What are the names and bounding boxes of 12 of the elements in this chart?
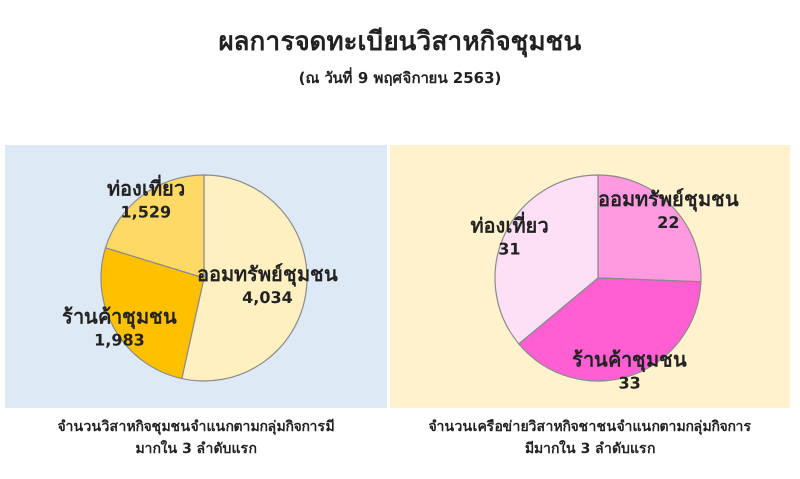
slice-label: ออมทรัพย์ชุมชน: [196, 262, 338, 287]
slice-label: ออมทรัพย์ชุมชน: [598, 187, 739, 212]
data-label: 1,529: [120, 202, 172, 222]
data-label: 4,034: [242, 288, 293, 307]
text: (ณ วันที่ 9 พฤศจิกายน 2563): [298, 66, 502, 89]
text: จำนวนเครือข่ายวิสาหกิจชาชนจำแนกตามกลุ่มกิจการมีมากใน 3 ลำดับแรก: [428, 418, 752, 459]
data-label: 22: [657, 213, 680, 232]
data-label: 33: [618, 374, 641, 393]
data-label: 31: [498, 239, 521, 258]
text: จำนวนวิสาหกิจชุมชนจำแนกตามกลุ่มกิจการมีมากใน 3 ลำดับแรก: [56, 418, 336, 459]
text: ผลการจดทะเบียนวิสาหกิจชุมชน: [218, 26, 582, 60]
slice-label: ท่องเที่ยว: [470, 210, 548, 238]
